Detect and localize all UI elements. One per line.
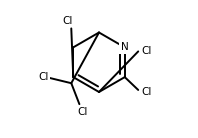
- Text: Cl: Cl: [38, 72, 49, 82]
- Text: Cl: Cl: [142, 46, 152, 56]
- Text: Cl: Cl: [142, 87, 152, 97]
- Text: Cl: Cl: [62, 16, 72, 26]
- Text: Cl: Cl: [77, 107, 87, 117]
- Text: N: N: [121, 42, 129, 52]
